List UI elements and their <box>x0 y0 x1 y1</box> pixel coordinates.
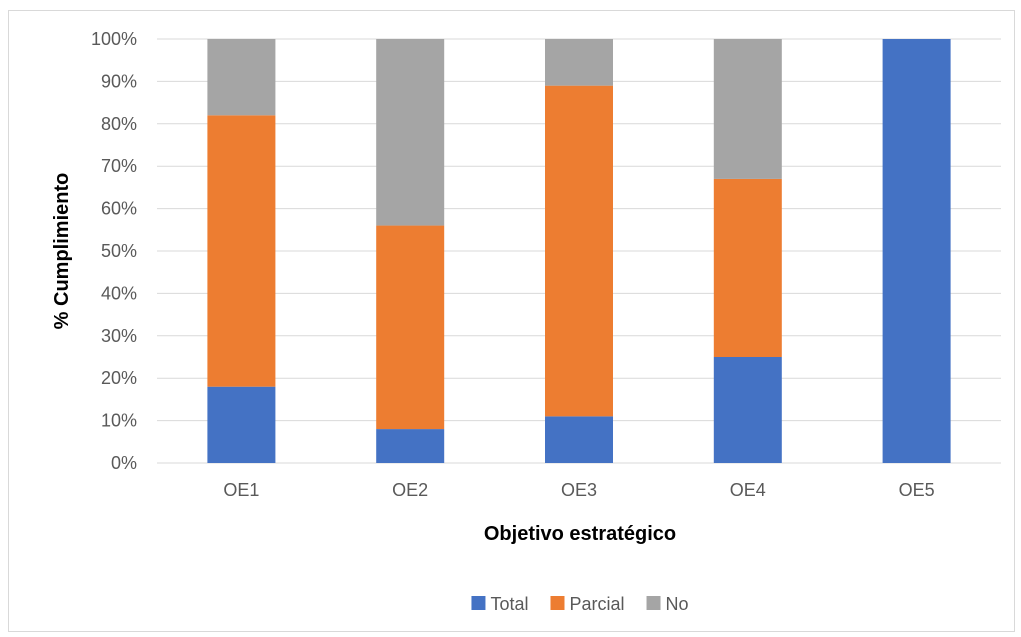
y-tick-label: 30% <box>101 326 137 346</box>
y-axis-ticks: 0% 10% 20% 30% 40% 50% 60% 70% 80% 90% 100% <box>91 29 137 473</box>
x-axis-ticks: OE1 OE2 OE3 OE4 OE5 <box>223 480 934 500</box>
x-tick-label: OE2 <box>392 480 428 500</box>
bar-oe2-parcial <box>376 225 445 430</box>
y-tick-label: 0% <box>111 453 137 473</box>
legend-swatch-total <box>471 596 486 610</box>
y-tick-label: 20% <box>101 368 137 388</box>
legend-swatch-parcial <box>550 596 565 610</box>
bar-oe2-no <box>376 39 445 226</box>
legend-label-no: No <box>666 594 689 614</box>
y-tick-label: 60% <box>101 199 137 219</box>
bar-oe4-no <box>713 39 782 179</box>
bar-oe5-total <box>882 39 951 463</box>
bar-oe1-total <box>207 386 276 463</box>
y-tick-label: 50% <box>101 241 137 261</box>
bar-oe3-parcial <box>545 85 613 417</box>
y-tick-label: 10% <box>101 411 137 431</box>
chart-frame <box>8 10 1015 632</box>
bar-oe3-no <box>545 39 613 86</box>
bar-oe1-no <box>207 39 276 116</box>
legend-swatch-no <box>646 596 661 610</box>
x-tick-label: OE1 <box>223 480 259 500</box>
x-tick-label: OE4 <box>730 480 766 500</box>
bar-oe4-parcial <box>713 178 782 357</box>
bar-oe2-total <box>376 429 445 463</box>
bars <box>207 39 951 463</box>
legend: Total Parcial No <box>471 594 689 614</box>
x-tick-label: OE3 <box>561 480 597 500</box>
y-tick-label: 40% <box>101 283 137 303</box>
x-tick-label: OE5 <box>899 480 935 500</box>
legend-label-parcial: Parcial <box>569 594 624 614</box>
y-tick-label: 70% <box>101 156 137 176</box>
y-axis-title: % Cumplimiento <box>51 173 73 330</box>
y-tick-label: 90% <box>101 71 137 91</box>
bar-oe3-total <box>545 416 613 463</box>
y-tick-label: 100% <box>91 29 137 49</box>
bar-oe4-total <box>713 357 782 463</box>
bar-oe1-parcial <box>207 115 276 387</box>
y-tick-label: 80% <box>101 114 137 134</box>
legend-label-total: Total <box>490 594 528 614</box>
x-axis-title: Objetivo estratégico <box>484 523 676 545</box>
